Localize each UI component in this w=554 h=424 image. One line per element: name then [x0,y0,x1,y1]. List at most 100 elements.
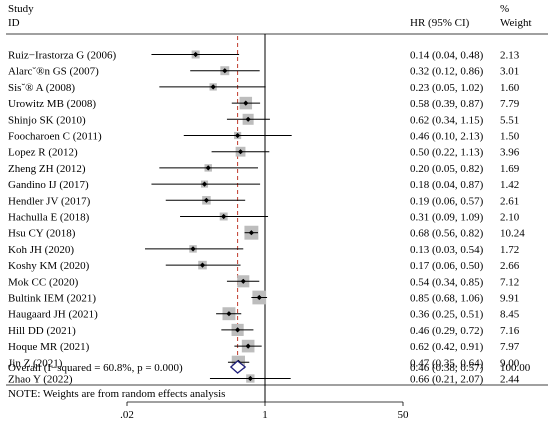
study-id-label: Ruiz−Irastorza G (2006) [8,50,117,62]
study-hr-label: 0.31 (0.09, 1.09) [410,212,484,224]
study-weight-label: 3.96 [500,147,520,159]
study-id-label: Koh JH (2020) [8,244,74,256]
overall-label: Overall (I−squared = 60.8%, p = 0.000) [8,362,183,374]
study-weight-label: 7.97 [500,341,520,353]
study-weight-label: 7.79 [500,98,520,110]
study-id-label: Hachulla E (2018) [8,212,90,224]
point-estimate [235,327,241,333]
study-id-label: Hill DD (2021) [8,325,76,337]
header-weight-label: Weight [500,17,532,29]
study-hr-label: 0.17 (0.06, 0.50) [410,260,484,272]
x-tick-label: .02 [120,409,134,421]
study-row: Mok CC (2020) 0.54 (0.34, 0.85) 7.12 [8,275,519,288]
study-hr-label: 0.68 (0.56, 0.82) [410,228,484,240]
study-hr-label: 0.66 (0.21, 2.07) [410,374,484,386]
study-weight-label: 1.60 [500,82,520,94]
point-estimate [210,84,216,90]
study-row: Jin Z (2021) 0.47 (0.35, 0.64) 9.00 [8,355,520,369]
study-weight-label: 2.10 [500,212,520,224]
study-rows: Ruiz−Irastorza G (2006) 0.14 (0.04, 0.48)… [8,50,525,386]
header-pct-label: % [500,3,509,15]
study-weight-label: 1.72 [500,244,519,256]
header-id-label: ID [8,17,20,29]
study-hr-label: 0.54 (0.34, 0.85) [410,276,484,288]
study-id-label: Lopez R (2012) [8,147,78,159]
point-estimate [247,375,253,382]
study-hr-label: 0.36 (0.25, 0.51) [410,309,484,321]
point-estimate [235,132,241,139]
study-id-label: Foocharoen C (2011) [8,131,102,143]
study-weight-label: 2.61 [500,195,519,207]
study-id-label: Zhao Y (2022) [8,374,73,386]
study-row: Alarc˘®n GS (2007) 0.32 (0.12, 0.86) 3.01 [8,66,519,78]
point-estimate [193,51,199,58]
study-row: Hill DD (2021) 0.46 (0.29, 0.72) 7.16 [8,323,520,337]
study-id-label: Alarc˘®n GS (2007) [8,66,99,78]
study-id-label: Mok CC (2020) [8,276,79,288]
study-id-label: Hoque MR (2021) [8,341,90,353]
study-hr-label: 0.62 (0.34, 1.15) [410,114,484,126]
point-estimate [256,294,262,301]
study-weight-label: 9.00 [500,357,520,369]
point-estimate [226,311,232,317]
study-row: Gandino IJ (2017) 0.18 (0.04, 0.87) 1.42 [8,179,519,191]
point-estimate [245,116,251,122]
study-row: Bultink IEM (2021) 0.85 (0.68, 1.06) 9.91 [8,290,519,305]
point-estimate [201,181,208,187]
x-tick-label: 50 [398,409,410,421]
study-hr-label: 0.50 (0.22, 1.13) [410,147,484,159]
study-weight-label: 1.69 [500,163,520,175]
study-id-label: Shinjo SK (2010) [8,114,86,126]
study-id-label: Sis˘® A (2008) [8,82,75,94]
study-id-label: Hendler JV (2017) [8,195,91,207]
study-weight-label: 1.50 [500,131,520,143]
study-hr-label: 0.13 (0.03, 0.54) [410,244,484,256]
study-row: Zheng ZH (2012) 0.20 (0.05, 0.82) 1.69 [8,163,520,175]
study-id-label: Urowitz MB (2008) [8,98,96,110]
study-weight-label: 5.51 [500,114,519,126]
study-weight-label: 7.12 [500,276,519,288]
study-row: Zhao Y (2022) 0.66 (0.21, 2.07) 2.44 [8,374,520,386]
study-hr-label: 0.62 (0.42, 0.91) [410,341,484,353]
study-weight-label: 7.16 [500,325,520,337]
point-estimate [221,213,227,220]
overall-weight-label: 100.00 [500,362,531,374]
study-id-label: Jin Z (2021) [8,357,63,369]
study-weight-label: 2.13 [500,50,520,62]
study-hr-label: 0.58 (0.39, 0.87) [410,98,484,110]
study-hr-label: 0.19 (0.06, 0.57) [410,195,484,207]
header-study-label: Study [8,3,34,15]
study-hr-label: 0.20 (0.05, 0.82) [410,163,484,175]
x-tick-label: 1 [262,409,268,421]
study-hr-label: 0.32 (0.12, 0.86) [410,66,484,78]
study-weight-label: 9.91 [500,293,519,305]
overall-hr-label: 0.46 (0.38, 0.57) [410,362,484,374]
overall-diamond [229,360,247,374]
weights-note: NOTE: Weights are from random effects an… [8,388,225,400]
study-weight-label: 8.45 [500,309,520,321]
study-row: Urowitz MB (2008) 0.58 (0.39, 0.87) 7.79 [8,96,520,110]
study-row: Haugaard JH (2021) 0.36 (0.25, 0.51) 8.45 [8,307,520,321]
study-id-label: Gandino IJ (2017) [8,179,89,191]
point-estimate [222,68,228,74]
study-hr-label: 0.18 (0.04, 0.87) [410,179,484,191]
study-row: Hendler JV (2017) 0.19 (0.06, 0.57) 2.61 [8,195,519,207]
study-row: Hsu CY (2018) 0.68 (0.56, 0.82) 10.24 [8,225,525,240]
study-row: Sis˘® A (2008) 0.23 (0.05, 1.02) 1.60 [8,82,520,94]
study-row: Ruiz−Irastorza G (2006) 0.14 (0.04, 0.48)… [8,50,520,62]
study-row: Lopez R (2012) 0.50 (0.22, 1.13) 3.96 [8,147,520,159]
study-weight-label: 2.66 [500,260,520,272]
study-weight-label: 1.42 [500,179,519,191]
study-row: Hachulla E (2018) 0.31 (0.09, 1.09) 2.10 [8,212,520,224]
header-hr-label: HR (95% CI) [410,17,470,29]
study-row: Shinjo SK (2010) 0.62 (0.34, 1.15) 5.51 [8,113,519,126]
study-weight-label: 2.44 [500,374,520,386]
point-estimate [237,149,244,155]
study-id-label: Bultink IEM (2021) [8,293,96,305]
study-id-label: Haugaard JH (2021) [8,309,98,321]
study-weight-label: 3.01 [500,66,519,78]
point-estimate [248,230,254,236]
point-estimate [205,165,211,171]
study-hr-label: 0.47 (0.35, 0.64) [410,357,484,369]
